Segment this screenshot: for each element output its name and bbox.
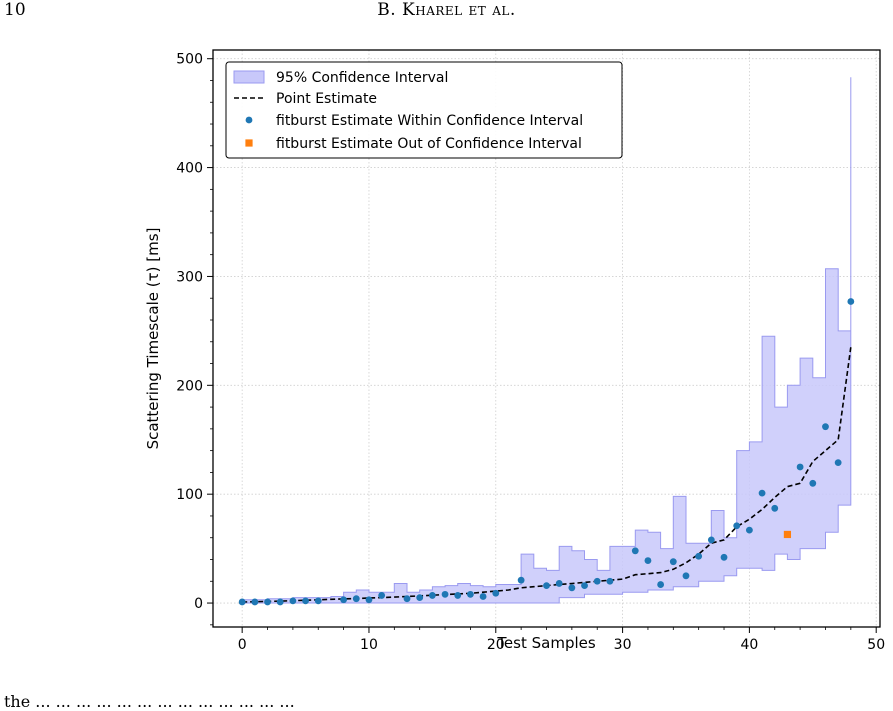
fitburst-point-within (352, 595, 360, 603)
y-tick-label: 200 (176, 378, 203, 394)
fitburst-point-within (264, 598, 271, 606)
x-tick-label: 50 (867, 637, 885, 653)
fitburst-points (238, 298, 855, 606)
fitburst-point-within (378, 592, 386, 599)
legend-label: fitburst Estimate Within Confidence Inte… (276, 113, 583, 129)
fitburst-point-within (517, 576, 525, 584)
y-axis-label: Scattering Timescale (τ) [ms] (144, 228, 162, 450)
x-tick-label: 0 (238, 637, 247, 653)
fitburst-point-within (822, 423, 829, 431)
fitburst-point-within (403, 595, 411, 603)
y-tick-label: 100 (176, 487, 203, 503)
fitburst-point-within (669, 558, 677, 566)
legend: 95% Confidence Interval Point Estimate fit… (225, 61, 623, 159)
fitburst-point-within (479, 593, 487, 600)
x-axis-label: Test Samples (496, 634, 596, 652)
fitburst-point-within (314, 597, 322, 605)
fitburst-point-within (593, 577, 601, 585)
fitburst-point-within (733, 522, 741, 530)
fitburst-point-within (707, 536, 715, 544)
fitburst-point-outside (783, 530, 792, 539)
fitburst-point-within (428, 592, 436, 599)
legend-label: Point Estimate (276, 91, 377, 107)
fitburst-point-within (365, 596, 373, 604)
y-tick-label: 300 (176, 269, 203, 285)
legend-swatch-band (233, 70, 265, 84)
fitburst-point-within (441, 590, 449, 598)
fitburst-point-within (581, 582, 588, 590)
fitburst-point-within (631, 547, 639, 555)
fitburst-point-within (289, 597, 297, 605)
fitburst-point-within (847, 298, 855, 305)
legend-label: fitburst Estimate Out of Confidence Inte… (276, 136, 582, 152)
legend-swatch-circle (245, 116, 253, 124)
fitburst-point-within (758, 489, 766, 497)
fitburst-point-within (568, 584, 576, 592)
fitburst-point-within (543, 582, 550, 590)
fitburst-point-within (745, 526, 753, 534)
fitburst-point-within (492, 589, 500, 597)
running-head: B. Kharel et al. (0, 0, 893, 20)
fitburst-point-within (416, 594, 424, 602)
fitburst-point-within (644, 557, 652, 564)
fitburst-point-within (796, 463, 804, 471)
y-tick-label: 0 (194, 596, 203, 612)
fitburst-point-within (467, 590, 474, 598)
fitburst-point-within (555, 580, 563, 587)
x-tick-label: 40 (740, 637, 758, 653)
y-tick-label: 400 (176, 161, 203, 177)
fitburst-point-within (251, 598, 259, 606)
fitburst-point-within (340, 596, 348, 604)
fitburst-point-within (695, 552, 703, 560)
x-tick-label: 30 (614, 637, 632, 653)
fitburst-point-within (238, 598, 246, 606)
legend-box (225, 61, 623, 159)
fitburst-point-within (276, 598, 284, 606)
fitburst-point-within (771, 504, 779, 512)
fitburst-point-within (720, 553, 728, 561)
legend-label: 95% Confidence Interval (276, 70, 448, 86)
fitburst-point-within (682, 572, 690, 580)
x-tick-label: 10 (360, 637, 378, 653)
legend-swatch-square (245, 139, 253, 147)
running-head-text: B. Kharel et al. (377, 0, 516, 20)
x-tick-label: 20 (487, 637, 505, 653)
caption-fragment: the ... ... ... ... ... ... ... ... ... … (4, 693, 295, 711)
page-number: 10 (4, 0, 26, 20)
fitburst-point-within (809, 479, 817, 487)
fitburst-point-within (657, 581, 665, 588)
fitburst-point-within (454, 592, 462, 599)
fitburst-point-within (606, 577, 614, 585)
confidence-interval-band (241, 77, 852, 604)
fitburst-point-within (302, 597, 309, 605)
fitburst-point-within (834, 459, 842, 467)
y-tick-label: 500 (176, 52, 203, 68)
grid (213, 50, 880, 627)
